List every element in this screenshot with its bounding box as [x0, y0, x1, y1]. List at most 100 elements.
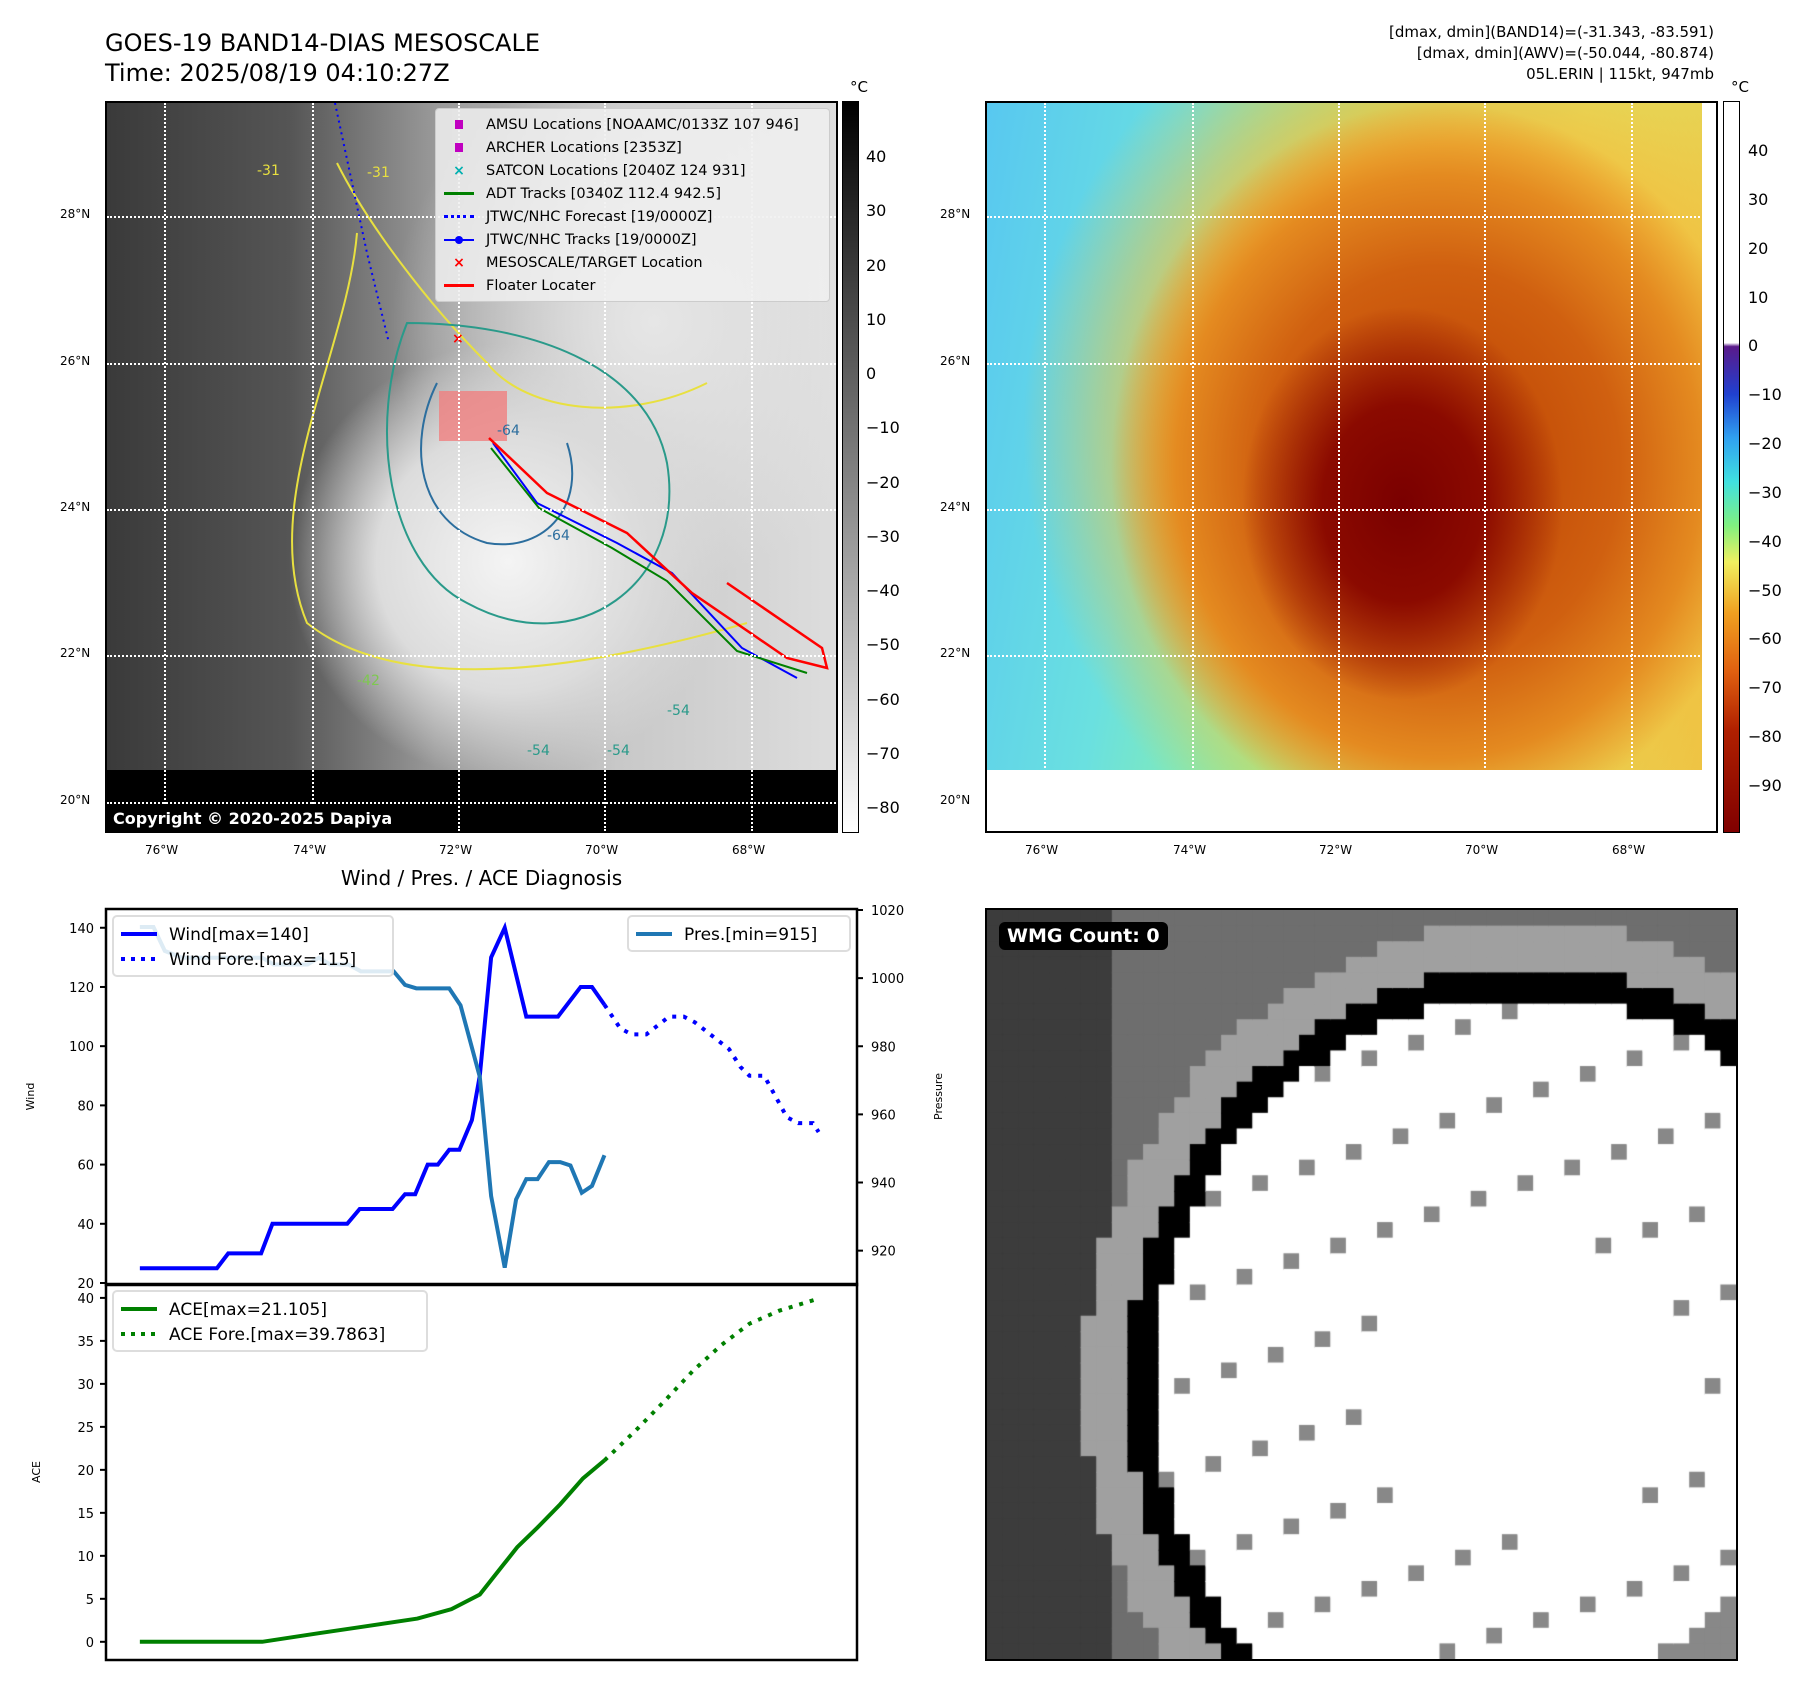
wmg-count-badge: WMG Count: 0	[999, 922, 1168, 950]
colorbar-tick: −10	[1748, 385, 1782, 405]
legend-item: ADT Tracks [0340Z 112.4 942.5]	[442, 182, 823, 205]
awv-range: [dmax, dmin](AWV)=(-50.044, -80.874)	[1416, 44, 1714, 62]
y-tick-label: 10	[77, 1550, 94, 1565]
line-dot-icon	[442, 235, 476, 244]
ace-line	[139, 1458, 606, 1644]
chart-title: Wind / Pres. / ACE Diagnosis	[340, 866, 623, 890]
no-data-region	[987, 770, 1716, 831]
colorbar-tick: 10	[866, 309, 887, 329]
y-axis-label-ace: ACE	[30, 1461, 43, 1483]
diagnosis-chart: 2040608010012014092094096098010001020051…	[24, 904, 945, 1662]
y-tick-label: 40	[77, 1292, 94, 1307]
y-tick-label: 20	[77, 1277, 94, 1292]
y-tick-label: 120	[69, 981, 94, 996]
track-overlay: ×	[291, 103, 829, 679]
y-tick-label: 1020	[871, 904, 904, 919]
band14-range: [dmax, dmin](BAND14)=(-31.343, -83.591)	[1389, 23, 1714, 41]
y-tick-label: 80	[77, 1099, 94, 1114]
contour-blue	[420, 382, 574, 546]
y-tick-label: 5	[86, 1593, 94, 1608]
colorbar-tick: 20	[866, 255, 887, 275]
colorbar-tick: −90	[1748, 776, 1782, 795]
colorbar-tick: −50	[866, 635, 900, 655]
colorbar-tick: −80	[866, 798, 900, 817]
legend-label: AMSU Locations [NOAAMC/0133Z 107 946]	[486, 116, 799, 133]
colorbar-left	[842, 101, 859, 833]
y-tick-label: 40	[77, 1218, 94, 1233]
lon-tick: 70°W	[1465, 843, 1499, 857]
colorbar-tick: −70	[866, 743, 900, 763]
colorbar-tick: −40	[866, 581, 900, 600]
pressure-line	[139, 925, 607, 1269]
lon-tick: 72°W	[1319, 843, 1353, 857]
ace-legend	[112, 1290, 428, 1352]
y-tick-label: 60	[77, 1159, 94, 1174]
contour-teal	[386, 321, 671, 625]
square-marker-icon	[442, 143, 476, 152]
y-axis-label-pressure: Pressure	[932, 1073, 945, 1120]
lon-tick: 72°W	[439, 843, 473, 857]
wind-legend	[112, 915, 394, 977]
colorbar-tick: 30	[1748, 189, 1769, 209]
y-axis-label-wind: Wind	[24, 1083, 37, 1111]
ace-forecast-line	[603, 1297, 816, 1462]
contour-label: -42	[357, 673, 380, 689]
legend-label: ARCHER Locations [2353Z]	[486, 139, 682, 156]
colorbar-tick: 40	[866, 147, 887, 166]
lat-tick: 22°N	[60, 646, 91, 660]
no-data-edge	[1702, 103, 1716, 831]
contour-label: -31	[257, 163, 280, 179]
legend-label: ADT Tracks [0340Z 112.4 942.5]	[486, 185, 722, 202]
colorbar-unit: °C	[850, 78, 868, 96]
colorbar-tick: 0	[866, 364, 877, 383]
colorbar-tick: 0	[1748, 336, 1759, 356]
legend-label: Floater Locater	[486, 277, 596, 294]
legend-label: Wind[max=140]	[169, 925, 309, 945]
wind-line	[139, 921, 607, 1271]
y-tick-label: 20	[77, 1464, 94, 1479]
colorbar-tick: −70	[1748, 678, 1782, 698]
y-tick-label: 960	[871, 1108, 896, 1123]
lon-tick: 68°W	[732, 843, 766, 857]
contour-label: -54	[607, 743, 630, 759]
y-tick-label: 140	[69, 922, 94, 937]
colorbar-tick: −60	[1748, 629, 1782, 649]
lat-tick: 20°N	[60, 793, 91, 807]
lon-tick: 76°W	[1025, 843, 1059, 857]
target-marker: ×	[452, 331, 464, 347]
legend-item: AMSU Locations [NOAAMC/0133Z 107 946]	[442, 113, 823, 136]
band14-map: × -31 -31 -64 -64 -54 -54 -54 -42 AMSU L…	[105, 101, 838, 833]
storm-info: 05L.ERIN | 115kt, 947mb	[1526, 65, 1714, 83]
colorbar-tick: 20	[1748, 238, 1769, 258]
legend-item: ARCHER Locations [2353Z]	[442, 136, 823, 159]
lat-tick: 26°N	[940, 354, 971, 368]
y-tick-label: 1000	[871, 972, 904, 987]
lon-tick: 70°W	[585, 843, 619, 857]
lat-tick: 22°N	[940, 646, 971, 660]
contour-label: -64	[547, 528, 570, 544]
lat-tick: 24°N	[940, 500, 971, 514]
y-tick-label: 940	[871, 1177, 896, 1192]
colorbar-tick: −40	[1748, 531, 1782, 551]
contour-label: -54	[527, 743, 550, 759]
y-tick-label: 25	[77, 1421, 94, 1436]
lon-tick: 76°W	[145, 843, 179, 857]
pressure-legend	[627, 915, 851, 952]
legend-item: JTWC/NHC Forecast [19/0000Z]	[442, 205, 823, 228]
colorbar-tick: −30	[1748, 482, 1782, 502]
title-line-1: GOES-19 BAND14-DIAS MESOSCALE	[105, 29, 541, 57]
lon-tick: 74°W	[1173, 843, 1207, 857]
awv-map	[985, 101, 1718, 833]
contour-label: -54	[667, 703, 690, 719]
floater-box	[439, 391, 507, 441]
legend-item: JTWC/NHC Tracks [19/0000Z]	[442, 228, 823, 251]
colorbar-tick: 10	[1748, 287, 1769, 307]
legend-label: Pres.[min=915]	[684, 925, 817, 945]
colorbar-tick: −50	[1748, 580, 1782, 600]
legend-label: SATCON Locations [2040Z 124 931]	[486, 162, 746, 179]
floater-locater	[488, 437, 829, 670]
dotted-line-icon	[442, 215, 476, 218]
lat-tick: 26°N	[60, 354, 91, 368]
copyright-label: Copyright © 2020-2025 Dapiya	[107, 806, 399, 831]
legend-label: ACE Fore.[max=39.7863]	[169, 1325, 385, 1345]
